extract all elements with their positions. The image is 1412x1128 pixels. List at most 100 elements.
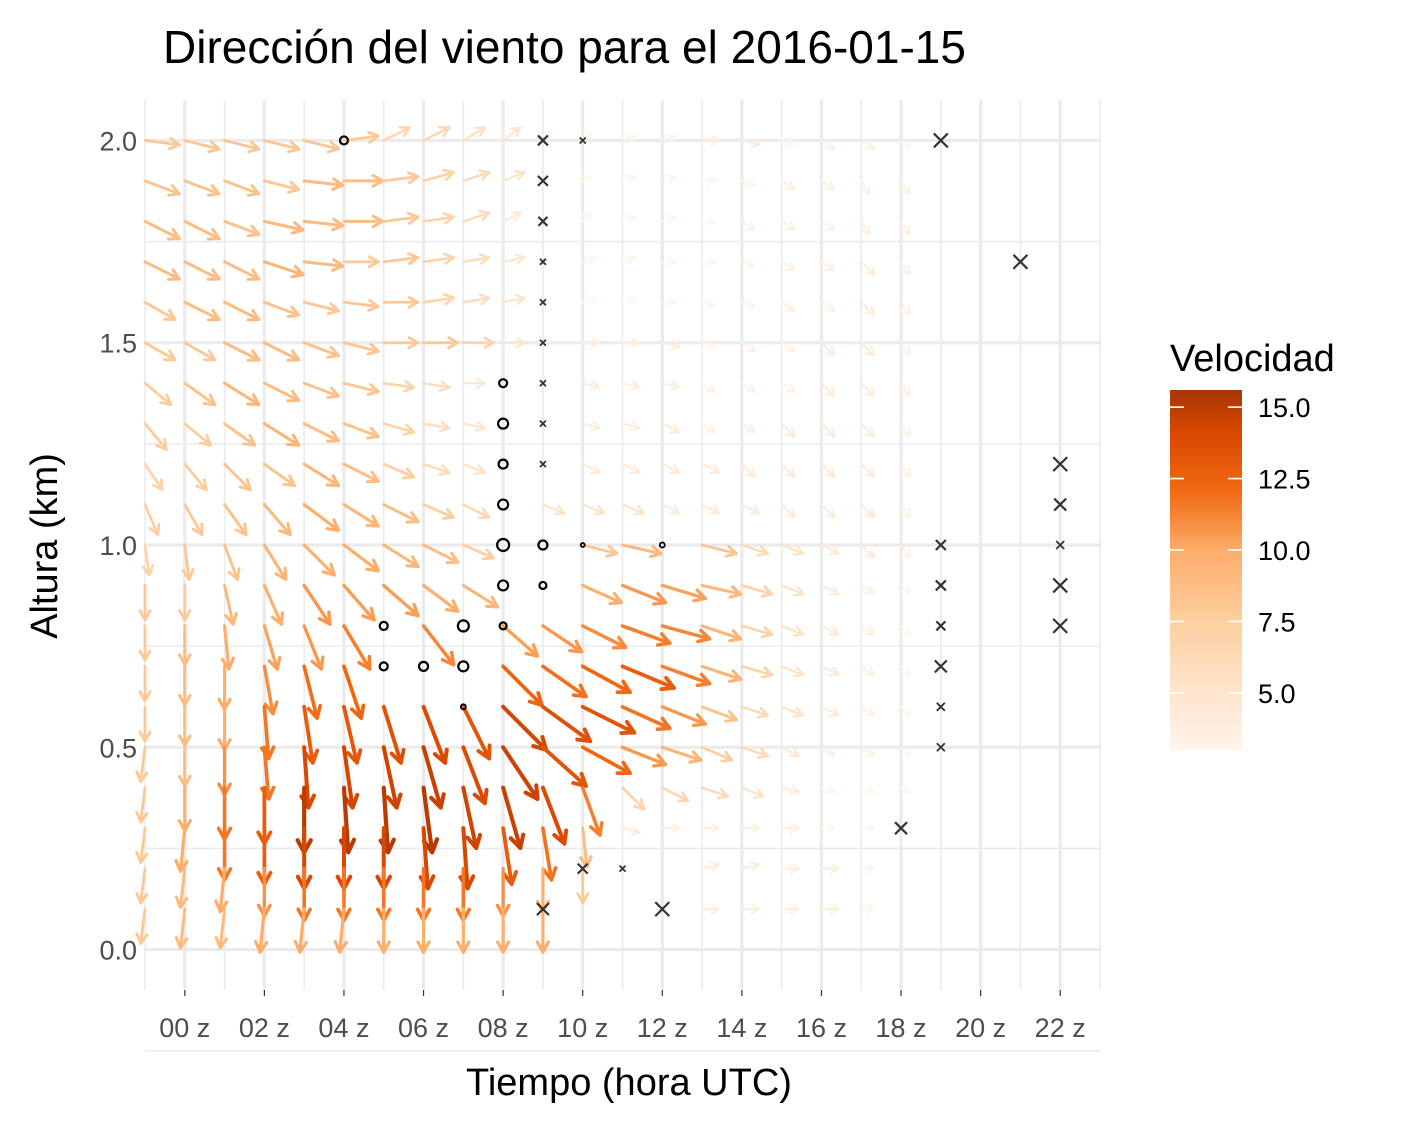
wind-arrow <box>660 624 712 644</box>
wind-arrow <box>341 745 360 810</box>
velocity-legend: Velocidad 5.0 7.5 10.0 12.5 15.0 <box>1170 338 1335 750</box>
arrow-head <box>333 939 348 954</box>
arrow-head <box>633 504 646 516</box>
arrow-head <box>441 507 455 520</box>
arrow-shaft <box>143 422 168 451</box>
wind-arrow <box>621 214 637 225</box>
arrow-head <box>611 635 628 650</box>
arrow-shaft <box>780 746 800 757</box>
wind-arrow <box>661 786 690 803</box>
arrow-head <box>246 308 261 322</box>
arrow-head <box>286 305 301 319</box>
arrow-head <box>552 828 569 846</box>
wind-arrow <box>780 823 800 834</box>
arrow-shaft <box>262 139 301 151</box>
arrow-head <box>242 433 257 447</box>
arrow-shaft <box>381 785 391 855</box>
arrow-head <box>246 268 261 281</box>
arrow-head <box>760 666 774 679</box>
arrow-shaft <box>860 341 876 357</box>
wind-arrow <box>701 903 721 915</box>
arrow-shaft <box>461 583 500 609</box>
arrow-head <box>586 255 597 265</box>
wind-arrow <box>422 543 460 565</box>
arrow-shaft <box>422 170 455 183</box>
arrow-shaft <box>620 624 672 645</box>
arrow-head <box>582 175 593 185</box>
wind-arrow <box>860 382 876 398</box>
arrow-head <box>864 706 876 717</box>
arrow-head <box>790 903 800 915</box>
arrow-head <box>159 393 173 407</box>
arrow-shaft <box>661 341 681 349</box>
wind-arrow <box>421 624 456 667</box>
arrow-head <box>376 940 391 954</box>
arrow-head <box>582 131 593 141</box>
arrow-head <box>535 940 550 954</box>
arrow-shaft <box>262 462 296 488</box>
arrow-shaft <box>422 296 455 304</box>
arrow-shaft <box>621 256 637 263</box>
arrow-shaft <box>900 260 911 276</box>
wind-arrow <box>143 137 181 151</box>
wind-arrow <box>900 544 911 559</box>
arrow-shaft <box>621 422 641 429</box>
arrow-shaft <box>143 139 181 147</box>
wind-arrow <box>780 903 800 915</box>
wind-arrow <box>342 381 380 396</box>
arrow-head <box>346 748 363 765</box>
arrow-shaft <box>178 826 187 873</box>
arrow-head <box>206 268 221 281</box>
arrow-head <box>590 380 601 391</box>
arrow-head <box>784 426 796 438</box>
arrow-shaft <box>302 745 311 810</box>
arrow-shaft <box>139 826 147 864</box>
arrow-shaft <box>701 463 721 474</box>
wind-arrow <box>422 168 455 183</box>
wind-arrow <box>143 462 164 492</box>
arrow-shaft <box>183 179 221 196</box>
arrow-head <box>361 606 376 622</box>
wind-arrow <box>780 584 805 597</box>
wind-arrow <box>740 543 769 557</box>
x-tick-label: 22 z <box>1035 1013 1086 1043</box>
wind-arrow <box>860 624 876 636</box>
wind-arrow <box>860 301 876 317</box>
arrow-head <box>178 609 192 622</box>
wind-arrow <box>860 341 876 357</box>
arrow-shaft <box>342 422 380 438</box>
wind-arrow <box>820 746 836 757</box>
arrow-shaft <box>540 745 588 788</box>
arrow-shaft <box>262 260 305 277</box>
wind-arrow <box>342 624 372 671</box>
wind-arrow <box>740 584 774 598</box>
cross-marker <box>537 175 549 187</box>
arrow-shaft <box>421 745 443 810</box>
cross-marker <box>894 821 908 835</box>
arrow-head <box>790 863 800 874</box>
wind-arrow <box>342 422 380 440</box>
arrow-shaft <box>860 665 876 676</box>
wind-arrow <box>143 503 161 537</box>
arrow-shaft <box>421 704 448 765</box>
wind-arrow <box>462 503 491 520</box>
arrow-head <box>234 522 248 537</box>
arrow-shaft <box>422 503 456 519</box>
wind-arrow <box>860 503 876 519</box>
arrow-head <box>166 268 181 281</box>
arrow-head <box>785 180 796 191</box>
arrow-head <box>476 743 492 761</box>
arrow-head <box>447 336 460 350</box>
wind-arrow <box>421 745 446 810</box>
arrow-head <box>745 467 756 479</box>
wind-arrow <box>701 256 716 267</box>
arrow-shaft <box>740 543 769 555</box>
wind-arrow <box>860 422 876 438</box>
wind-arrow <box>342 341 380 356</box>
arrow-head <box>608 592 623 606</box>
arrow-head <box>865 823 875 834</box>
arrow-head <box>571 771 588 788</box>
wind-arrow <box>700 705 738 723</box>
arrow-head <box>669 464 681 475</box>
